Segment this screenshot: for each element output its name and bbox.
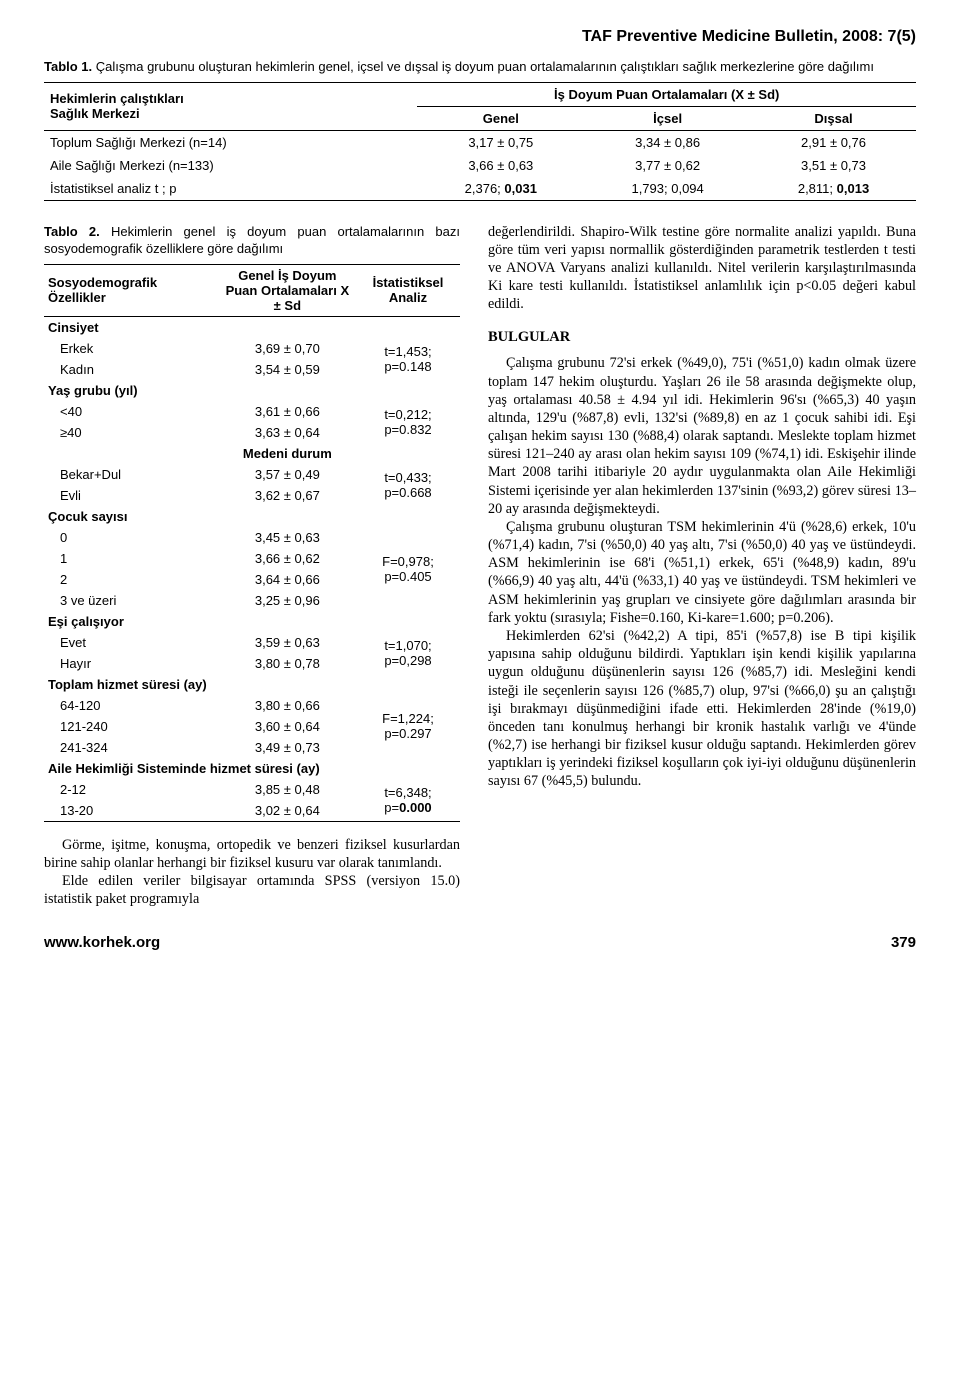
val-lt40: 3,61 ± 0,66: [219, 401, 356, 422]
sec-medeni: Medeni durum: [219, 443, 356, 464]
row-kadin: Kadın: [44, 359, 219, 380]
stat-cinsiyet: t=1,453; p=0.148: [356, 338, 460, 380]
val-c1: 3,66 ± 0,62: [219, 548, 356, 569]
left-para-0: Görme, işitme, konuşma, ortopedik ve ben…: [44, 836, 460, 872]
table1-row0-v2: 2,91 ± 0,76: [751, 130, 916, 154]
table1-row1-v2: 3,51 ± 0,73: [751, 154, 916, 177]
stat-medeni: t=0,433; p=0.668: [356, 464, 460, 506]
table2-colC: İstatistiksel Analiz: [356, 264, 460, 316]
table1-row0-v1: 3,34 ± 0,86: [584, 130, 751, 154]
val-evli: 3,62 ± 0,67: [219, 485, 356, 506]
row-erkek: Erkek: [44, 338, 219, 359]
row-64: 64-120: [44, 695, 219, 716]
table1-row2-v0: 2,376; 0,031: [417, 177, 584, 201]
table2-caption-label: Tablo 2.: [44, 224, 100, 239]
table2-colB: Genel İş Doyum Puan Ortalamaları X ± Sd: [219, 264, 356, 316]
table1-caption-label: Tablo 1.: [44, 59, 92, 74]
row-c1: 1: [44, 548, 219, 569]
stat-toplam: F=1,224; p=0.297: [356, 695, 460, 758]
table1-rowheader1: Hekimlerin çalıştıkları: [50, 91, 411, 106]
row-bekar: Bekar+Dul: [44, 464, 219, 485]
right-para-2: Hekimlerden 62'si (%42,2) A tipi, 85'i (…: [488, 627, 916, 791]
row-evli: Evli: [44, 485, 219, 506]
table2-caption: Tablo 2. Hekimlerin genel iş doyum puan …: [44, 223, 460, 258]
table1-spanheader: İş Doyum Puan Ortalamaları (X ± Sd): [417, 82, 916, 106]
table1-row1-label: Aile Sağlığı Merkezi (n=133): [44, 154, 417, 177]
sec-aile: Aile Hekimliği Sisteminde hizmet süresi …: [44, 758, 460, 779]
val-13-20: 3,02 ± 0,64: [219, 800, 356, 822]
table1-row1-v0: 3,66 ± 0,63: [417, 154, 584, 177]
right-para-top: değerlendirildi. Shapiro-Wilk testine gö…: [488, 223, 916, 314]
sec-cinsiyet: Cinsiyet: [44, 316, 219, 338]
row-ge40: ≥40: [44, 422, 219, 443]
val-kadin: 3,54 ± 0,59: [219, 359, 356, 380]
val-c0: 3,45 ± 0,63: [219, 527, 356, 548]
table1-row2-label: İstatistiksel analiz t ; p: [44, 177, 417, 201]
sec-yas: Yaş grubu (yıl): [44, 380, 219, 401]
journal-header: TAF Preventive Medicine Bulletin, 2008: …: [44, 28, 916, 46]
val-hayir: 3,80 ± 0,78: [219, 653, 356, 674]
table1-row2-v1: 1,793; 0,094: [584, 177, 751, 201]
sec-esi: Eşi çalışıyor: [44, 611, 219, 632]
row-evet: Evet: [44, 632, 219, 653]
val-c3: 3,25 ± 0,96: [219, 590, 356, 611]
val-bekar: 3,57 ± 0,49: [219, 464, 356, 485]
val-121: 3,60 ± 0,64: [219, 716, 356, 737]
bulgular-heading: BULGULAR: [488, 329, 916, 346]
table1-col-genel: Genel: [417, 106, 584, 130]
val-241: 3,49 ± 0,73: [219, 737, 356, 758]
footer-site: www.korhek.org: [44, 934, 160, 951]
row-lt40: <40: [44, 401, 219, 422]
table1: Hekimlerin çalıştıkları Sağlık Merkezi İ…: [44, 82, 916, 201]
sec-toplam: Toplam hizmet süresi (ay): [44, 674, 356, 695]
row-2-12: 2-12: [44, 779, 219, 800]
row-hayir: Hayır: [44, 653, 219, 674]
stat-esi: t=1,070; p=0,298: [356, 632, 460, 674]
right-para-1: Çalışma grubunu oluşturan TSM hekimlerin…: [488, 518, 916, 627]
table1-row1-v1: 3,77 ± 0,62: [584, 154, 751, 177]
row-c0: 0: [44, 527, 219, 548]
row-13-20: 13-20: [44, 800, 219, 822]
stat-yas: t=0,212; p=0.832: [356, 401, 460, 443]
table2-caption-text: Hekimlerin genel iş doyum puan ortalamal…: [44, 224, 460, 257]
sec-cocuk: Çocuk sayısı: [44, 506, 219, 527]
row-121: 121-240: [44, 716, 219, 737]
table1-col-icsel: İçsel: [584, 106, 751, 130]
row-c3: 3 ve üzeri: [44, 590, 219, 611]
val-2-12: 3,85 ± 0,48: [219, 779, 356, 800]
table1-rowheader2: Sağlık Merkezi: [50, 106, 411, 121]
table2: Sosyodemografik Özellikler Genel İş Doyu…: [44, 264, 460, 822]
table1-row2-v2: 2,811; 0,013: [751, 177, 916, 201]
val-evet: 3,59 ± 0,63: [219, 632, 356, 653]
val-ge40: 3,63 ± 0,64: [219, 422, 356, 443]
table1-col-dissal: Dışsal: [751, 106, 916, 130]
table1-caption-text: Çalışma grubunu oluşturan hekimlerin gen…: [96, 59, 874, 74]
table1-caption: Tablo 1. Çalışma grubunu oluşturan hekim…: [44, 58, 916, 76]
footer-page: 379: [891, 934, 916, 951]
left-para-1: Elde edilen veriler bilgisayar ortamında…: [44, 872, 460, 908]
val-erkek: 3,69 ± 0,70: [219, 338, 356, 359]
row-c2: 2: [44, 569, 219, 590]
val-c2: 3,64 ± 0,66: [219, 569, 356, 590]
stat-cocuk: F=0,978; p=0.405: [356, 527, 460, 611]
row-241: 241-324: [44, 737, 219, 758]
table2-colA: Sosyodemografik Özellikler: [44, 264, 219, 316]
stat-aile: t=6,348; p=0.000: [356, 779, 460, 822]
table1-row0-label: Toplum Sağlığı Merkezi (n=14): [44, 130, 417, 154]
table1-row0-v0: 3,17 ± 0,75: [417, 130, 584, 154]
right-para-0: Çalışma grubunu 72'si erkek (%49,0), 75'…: [488, 354, 916, 518]
val-64: 3,80 ± 0,66: [219, 695, 356, 716]
